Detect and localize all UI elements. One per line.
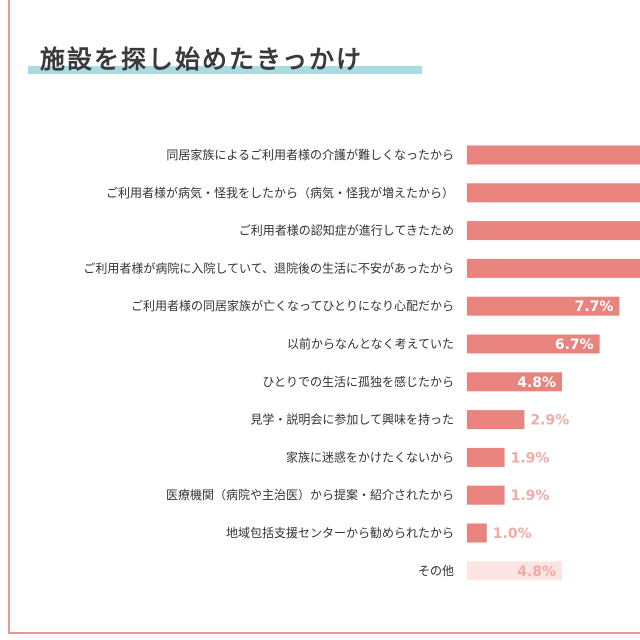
- category-label: ひとりでの生活に孤独を感じたから: [262, 374, 454, 389]
- bar: [467, 334, 600, 354]
- bar: [467, 372, 563, 392]
- category-label: 同居家族によるご利用者様の介護が難しくなったから: [166, 147, 454, 162]
- bar: [467, 410, 525, 430]
- value-label: 2.9%: [530, 413, 569, 429]
- value-label: 6.7%: [555, 337, 594, 353]
- category-label: 地域包括支援センターから勧められたから: [226, 525, 454, 540]
- category-label: その他: [418, 564, 454, 578]
- bar: [467, 221, 640, 241]
- bar: [467, 561, 563, 581]
- bar: [467, 258, 640, 278]
- chart-frame: [8, 0, 640, 634]
- value-label: 1.9%: [511, 488, 550, 504]
- bar: [467, 485, 505, 505]
- category-label: 見学・説明会に参加して興味を持った: [250, 412, 454, 427]
- category-label: ご利用者様が病気・怪我をしたから（病気・怪我が増えたから）: [106, 185, 454, 200]
- title-underline: [28, 66, 422, 74]
- value-label: 1.9%: [511, 450, 550, 466]
- bar: [467, 447, 505, 467]
- bar: [467, 183, 640, 203]
- chart-title: 施設を探し始めたきっかけ: [40, 45, 364, 74]
- category-label: 以前からなんとなく考えていた: [287, 336, 454, 351]
- category-label: 家族に迷惑をかけたくないから: [286, 449, 454, 464]
- category-label: ご利用者様の同居家族が亡くなってひとりになり心配だから: [131, 298, 454, 313]
- category-label: ご利用者様が病院に入院していて、退院後の生活に不安があったから: [83, 260, 454, 275]
- value-label: 4.8%: [517, 564, 556, 580]
- category-label: 医療機関（病院や主治医）から提案・紹介されたから: [166, 487, 454, 502]
- category-label: ご利用者様の認知症が進行してきたため: [239, 223, 454, 238]
- bar: [467, 296, 620, 316]
- value-label: 7.7%: [575, 299, 614, 315]
- value-label: 4.8%: [517, 375, 556, 391]
- bar: [467, 523, 487, 543]
- bar: [467, 145, 640, 165]
- value-label: 1.0%: [493, 526, 532, 542]
